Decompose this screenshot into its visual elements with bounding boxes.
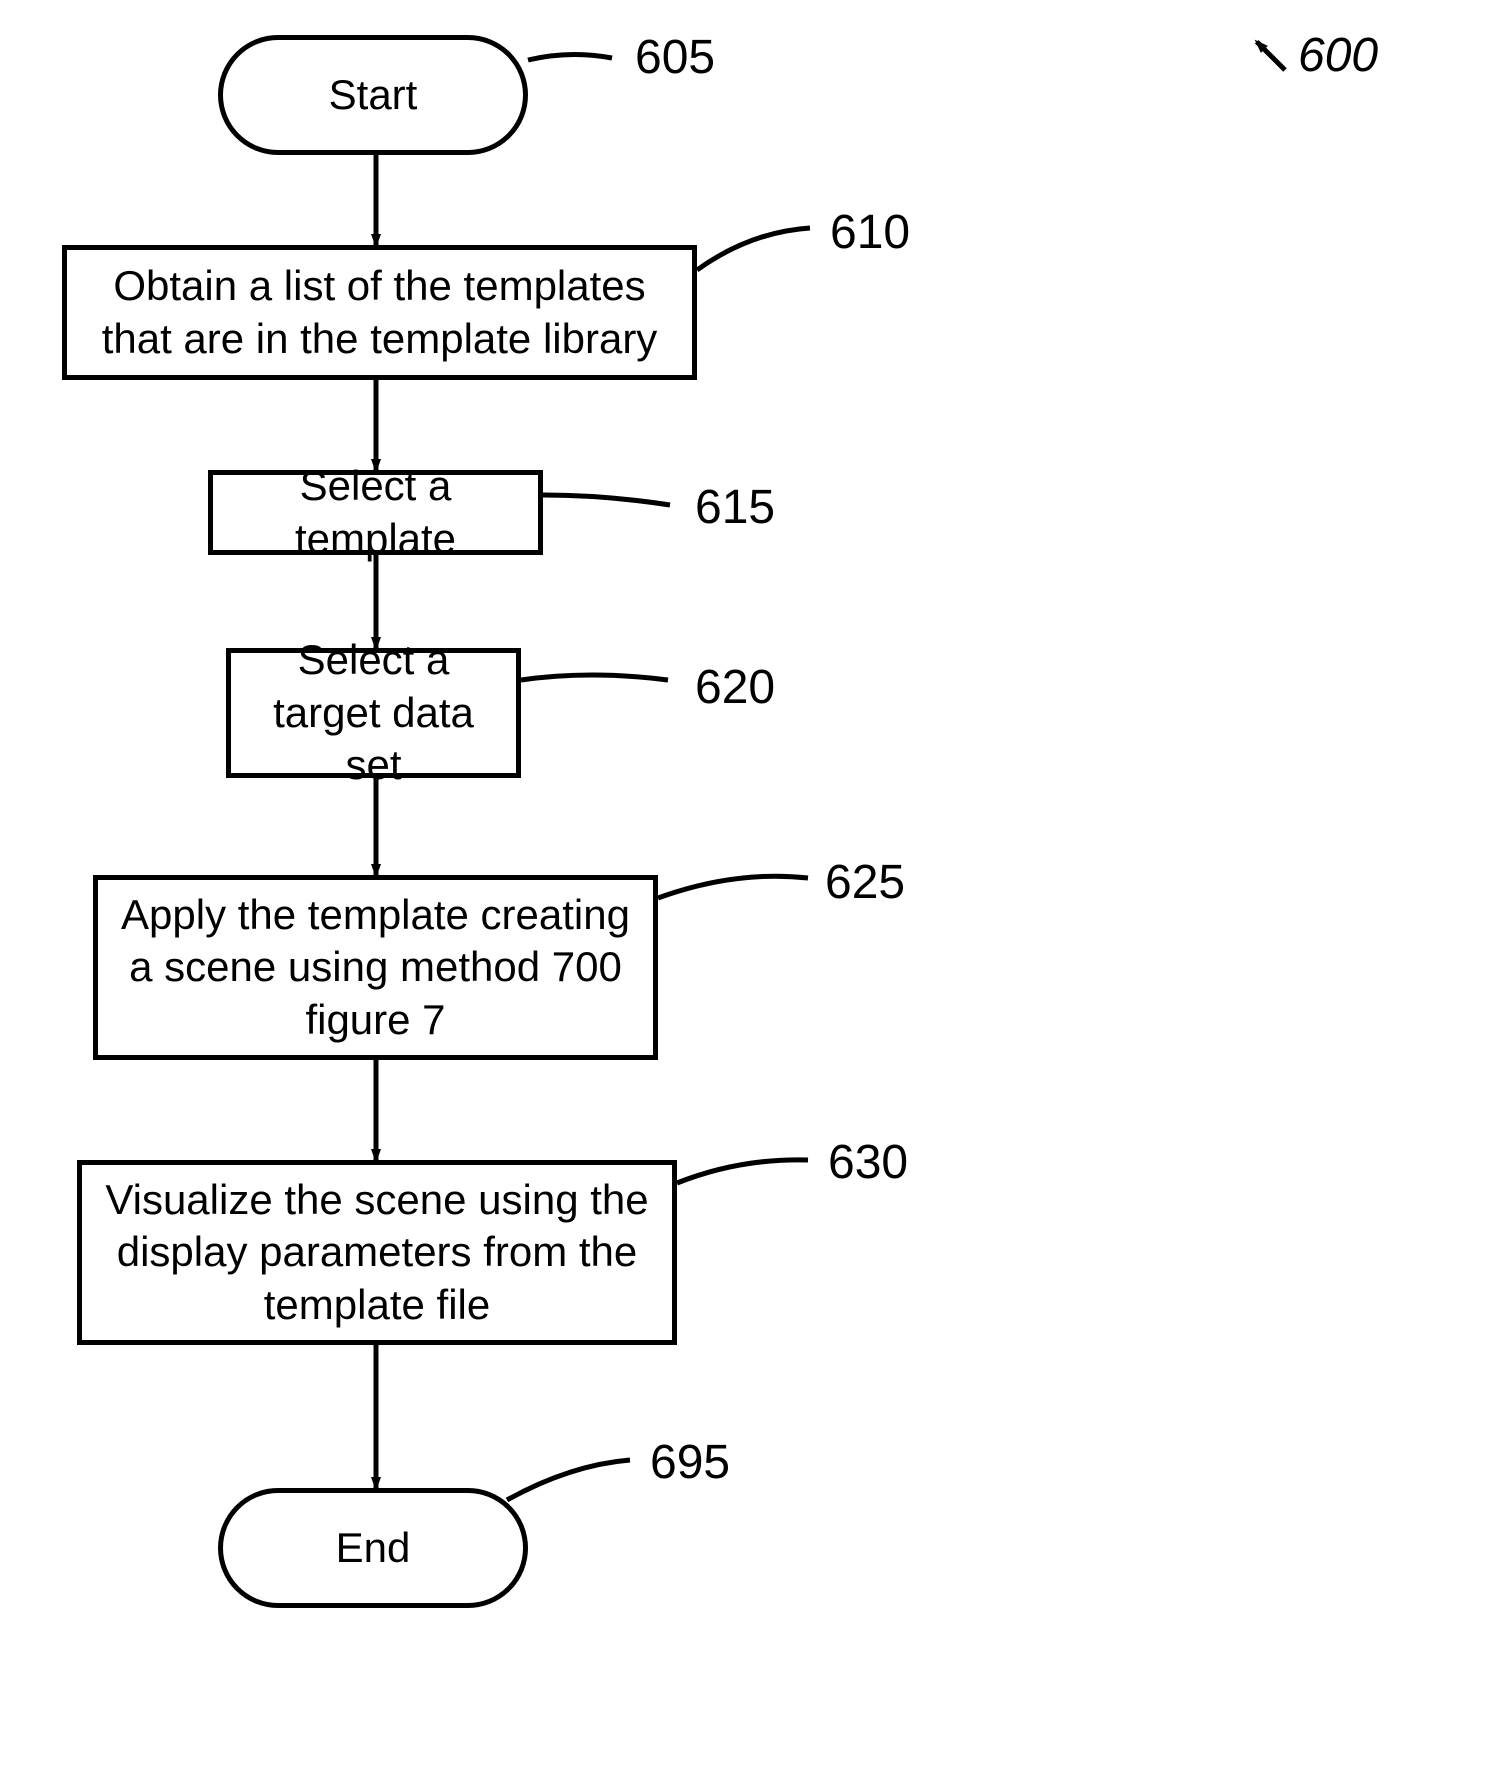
flowchart-node-end: End: [218, 1488, 528, 1608]
callout-label-695: 695: [650, 1435, 730, 1490]
flowchart-node-n620: Select a target data set: [226, 648, 521, 778]
flowchart-node-n625: Apply the template creating a scene usin…: [93, 875, 658, 1060]
callout-line: [677, 1160, 808, 1183]
callout-label-615: 615: [695, 480, 775, 535]
flowchart-node-n630: Visualize the scene using the display pa…: [77, 1160, 677, 1345]
callout-line: [507, 1460, 630, 1500]
figure-label: 600: [1298, 28, 1378, 83]
callout-line: [697, 228, 810, 270]
callout-label-605: 605: [635, 30, 715, 85]
callout-label-630: 630: [828, 1135, 908, 1190]
callout-line: [543, 495, 670, 505]
callout-label-620: 620: [695, 660, 775, 715]
flowchart-node-n615: Select a template: [208, 470, 543, 555]
callout-label-610: 610: [830, 205, 910, 260]
callout-line: [658, 876, 808, 898]
callout-label-625: 625: [825, 855, 905, 910]
flowchart-node-n610: Obtain a list of the templates that are …: [62, 245, 697, 380]
flowchart-node-start: Start: [218, 35, 528, 155]
callout-line: [528, 54, 612, 60]
callout-line: [521, 675, 668, 680]
figure-arrow: [1257, 42, 1285, 70]
